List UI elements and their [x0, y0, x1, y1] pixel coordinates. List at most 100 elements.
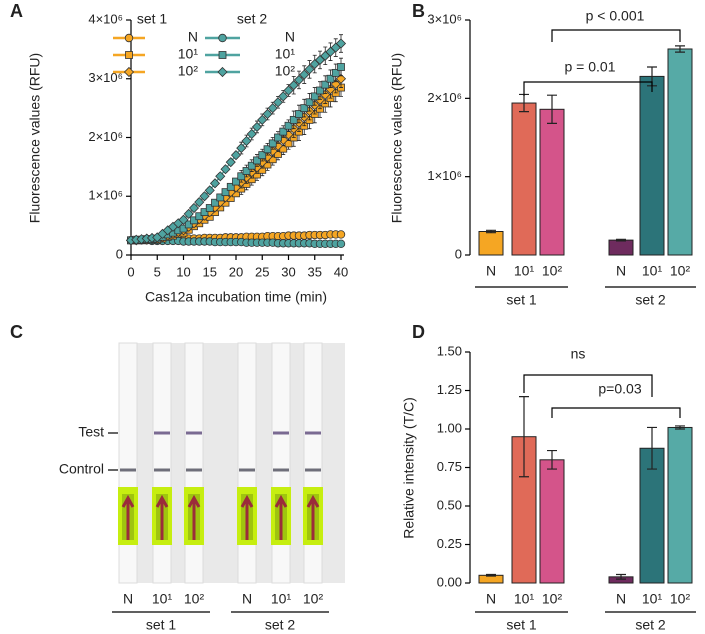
bar: [539, 459, 565, 584]
legend-label: 10¹: [275, 46, 296, 62]
data-point: [199, 191, 210, 202]
x-tick-label: N: [616, 263, 626, 279]
bar: [511, 102, 537, 256]
x-tick-label: N: [486, 263, 496, 279]
x-tick-label: 40: [334, 264, 348, 279]
strip: [237, 342, 257, 584]
x-tick-label: 10¹: [514, 591, 535, 607]
y-tick-label: 0.25: [437, 536, 462, 551]
data-point: [253, 156, 261, 165]
data-point: [242, 167, 251, 175]
data-point: [263, 145, 272, 154]
control-line: [305, 468, 321, 472]
data-point: [232, 177, 240, 186]
data-point: [316, 86, 324, 95]
data-point: [230, 150, 242, 161]
x-tick-label: 10¹: [514, 263, 535, 279]
x-tick-label: 25: [255, 264, 269, 279]
data-point: [236, 143, 247, 154]
error-bar: [486, 229, 496, 234]
data-point: [326, 74, 335, 83]
data-point: [237, 172, 246, 181]
legend-title: set 2: [237, 11, 268, 27]
error-bar: [616, 238, 626, 242]
legend-marker: [218, 51, 227, 59]
data-point: [272, 97, 284, 108]
x-tick-label: 10²: [670, 591, 691, 607]
data-point: [279, 127, 288, 136]
data-point: [336, 239, 346, 249]
arrow: [274, 494, 288, 540]
row-label: Control: [59, 461, 104, 477]
row-label: Test: [78, 424, 104, 440]
x-tick-label: N: [242, 591, 252, 607]
bar: [667, 48, 693, 256]
legend-label: N: [188, 29, 198, 45]
data-point: [247, 161, 256, 170]
data-point: [337, 63, 345, 71]
group-label: set 1: [506, 292, 537, 308]
significance-label: p=0.03: [598, 381, 641, 397]
error-bar: [519, 396, 529, 478]
error-bar: [675, 425, 685, 430]
significance-label: p < 0.001: [586, 8, 645, 24]
data-point: [284, 121, 293, 130]
arrow: [121, 494, 135, 540]
panel-letter: D: [412, 322, 425, 342]
data-point: [246, 128, 257, 140]
data-point: [216, 193, 225, 202]
legend-marker: [217, 66, 228, 78]
x-tick-label: 10: [176, 264, 190, 279]
data-point: [267, 103, 278, 114]
panel-letter: C: [10, 322, 23, 342]
strip: [118, 342, 138, 584]
error-bar: [616, 573, 626, 580]
y-tick-label: 2×10⁶: [88, 129, 123, 144]
significance-label: p = 0.01: [565, 59, 616, 75]
control-line: [186, 468, 202, 472]
data-point: [305, 98, 314, 107]
data-point: [288, 80, 299, 91]
group-label: set 2: [635, 292, 666, 308]
group-label: set 2: [265, 617, 296, 633]
legend-marker: [124, 33, 134, 43]
x-tick-label: 10²: [542, 591, 563, 607]
data-point: [205, 204, 214, 212]
x-tick-label: 10²: [670, 263, 691, 279]
test-line: [186, 431, 202, 435]
significance-bracket: [551, 407, 681, 418]
data-point: [300, 104, 309, 113]
x-tick-label: N: [616, 591, 626, 607]
data-point: [258, 151, 267, 160]
data-point: [289, 115, 298, 124]
data-point: [190, 216, 198, 225]
error-bar: [675, 45, 685, 53]
test-line: [154, 431, 170, 435]
data-point: [215, 171, 226, 182]
data-point: [335, 38, 347, 49]
x-tick-label: 30: [281, 264, 295, 279]
data-point: [321, 80, 330, 89]
legend-marker: [218, 33, 227, 43]
data-point: [310, 92, 319, 101]
significance-bracket: [551, 29, 681, 42]
data-point: [178, 214, 189, 225]
data-point: [257, 114, 268, 125]
data-point: [331, 68, 340, 77]
data-point: [299, 69, 310, 80]
data-point: [200, 208, 209, 217]
bar: [608, 239, 634, 256]
x-tick-label: 10¹: [271, 591, 292, 607]
data-point: [188, 202, 200, 214]
y-tick-label: 0: [455, 246, 462, 261]
x-tick-label: 15: [203, 264, 217, 279]
group-label: set 2: [635, 617, 666, 633]
significance-label: ns: [571, 346, 586, 362]
data-point: [295, 110, 303, 118]
x-tick-label: 10¹: [642, 263, 663, 279]
arrow: [155, 494, 169, 540]
strip: [303, 342, 323, 584]
y-tick-label: 1.25: [437, 382, 462, 397]
data-point: [194, 197, 205, 208]
strip: [271, 342, 291, 584]
